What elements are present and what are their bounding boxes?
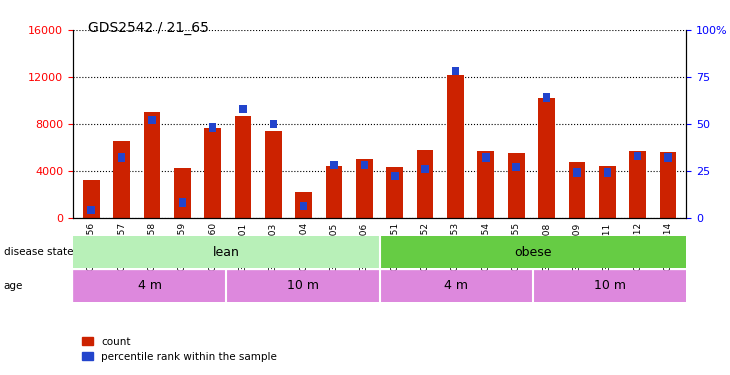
Bar [296, 192, 312, 217]
Bar [204, 128, 221, 217]
Bar [88, 206, 95, 214]
Bar [73, 270, 226, 302]
Text: age: age [4, 281, 23, 291]
Bar [543, 93, 550, 102]
Bar [604, 168, 611, 177]
Bar [421, 165, 429, 173]
Bar [508, 153, 525, 218]
Bar [629, 151, 646, 217]
Bar [226, 270, 380, 302]
Bar [386, 167, 403, 217]
Bar [391, 172, 399, 180]
Bar [179, 198, 186, 207]
Bar [300, 202, 307, 210]
Bar [447, 75, 464, 217]
Bar [265, 131, 282, 218]
Text: 10 m: 10 m [287, 279, 319, 292]
Bar [239, 105, 247, 113]
Text: 4 m: 4 m [138, 279, 161, 292]
Bar [118, 153, 126, 162]
Bar [538, 98, 555, 218]
Bar [477, 151, 494, 217]
Text: 10 m: 10 m [593, 279, 626, 292]
Text: lean: lean [213, 246, 239, 259]
Text: 4 m: 4 m [445, 279, 468, 292]
Bar [148, 116, 155, 124]
Bar [482, 153, 490, 162]
Bar [174, 168, 191, 217]
Text: obese: obese [514, 246, 552, 259]
Bar [380, 270, 533, 302]
Text: disease state: disease state [4, 247, 73, 256]
Bar [573, 168, 580, 177]
Bar [269, 120, 277, 128]
Bar [83, 180, 99, 218]
Bar [234, 116, 251, 218]
Bar [144, 112, 161, 218]
Bar [533, 270, 686, 302]
Text: GDS2542 / 21_65: GDS2542 / 21_65 [88, 21, 209, 34]
Legend: count, percentile rank within the sample: count, percentile rank within the sample [78, 333, 281, 366]
Bar [512, 163, 520, 171]
Bar [326, 166, 342, 218]
Bar [634, 152, 642, 160]
Bar [356, 159, 373, 218]
Bar [569, 162, 585, 218]
Bar [664, 153, 672, 162]
Bar [452, 67, 459, 75]
Bar [660, 152, 676, 217]
Bar [380, 236, 686, 268]
Bar [361, 161, 368, 169]
Bar [330, 161, 338, 169]
Bar [599, 166, 615, 218]
Bar [417, 150, 434, 217]
Bar [209, 123, 216, 132]
Bar [73, 236, 380, 268]
Bar [113, 141, 130, 218]
